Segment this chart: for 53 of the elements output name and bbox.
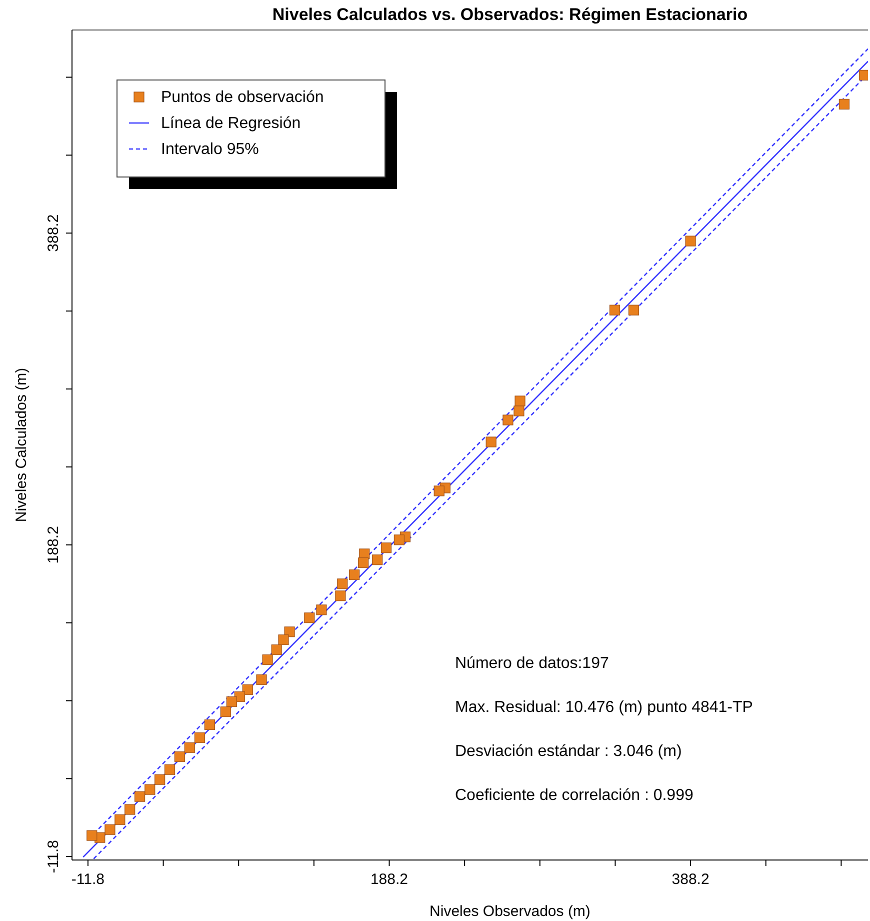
- point: [858, 70, 868, 80]
- point: [104, 824, 116, 835]
- point: [394, 534, 404, 546]
- chart-title: Niveles Calculados vs. Observados: Régimen Estacionario: [272, 5, 748, 24]
- point: [124, 804, 136, 815]
- point: [114, 814, 126, 825]
- point: [486, 436, 496, 448]
- point: [609, 304, 620, 316]
- x-tick-label: 388.2: [672, 871, 710, 888]
- annotation: Coeficiente de correlación : 0.999: [455, 787, 694, 804]
- y-tick-label: 188.2: [45, 526, 62, 564]
- x-tick-label: -11.8: [71, 871, 105, 888]
- y-tick-label: 388.2: [45, 214, 62, 252]
- legend-label: Línea de Regresión: [161, 115, 301, 132]
- point: [86, 830, 98, 841]
- legend-label: Intervalo 95%: [161, 141, 259, 158]
- point: [337, 578, 348, 590]
- point: [134, 791, 146, 802]
- point: [316, 604, 327, 616]
- annotation: Desviación estándar : 3.046 (m): [455, 743, 682, 760]
- point: [144, 784, 156, 795]
- y-axis-title: Niveles Calculados (m): [13, 368, 30, 522]
- point: [502, 414, 514, 426]
- point: [174, 751, 186, 762]
- point: [226, 696, 237, 707]
- point: [628, 304, 640, 316]
- point: [220, 706, 231, 718]
- point: [434, 486, 444, 496]
- point: [194, 732, 206, 743]
- point: [278, 634, 289, 646]
- point: [514, 406, 524, 416]
- point: [372, 554, 383, 566]
- point: [304, 612, 315, 624]
- point: [380, 542, 392, 554]
- point: [262, 654, 273, 666]
- point: [335, 590, 346, 602]
- point: [204, 719, 215, 730]
- annotation: Número de datos:197: [455, 655, 609, 672]
- point: [358, 557, 369, 568]
- legend-label: Puntos de observación: [161, 89, 324, 106]
- point: [242, 684, 253, 695]
- point: [349, 569, 360, 580]
- x-axis-title: Niveles Observados (m): [430, 903, 590, 920]
- annotation: Max. Residual: 10.476 (m) punto 4841-TP: [455, 699, 753, 716]
- point: [184, 742, 195, 753]
- point: [164, 764, 176, 775]
- point: [838, 98, 850, 110]
- point: [256, 674, 267, 685]
- x-tick-label: 188.2: [370, 871, 408, 888]
- point: [514, 396, 526, 406]
- point: [154, 774, 166, 785]
- point: [685, 236, 696, 246]
- point: [271, 644, 282, 656]
